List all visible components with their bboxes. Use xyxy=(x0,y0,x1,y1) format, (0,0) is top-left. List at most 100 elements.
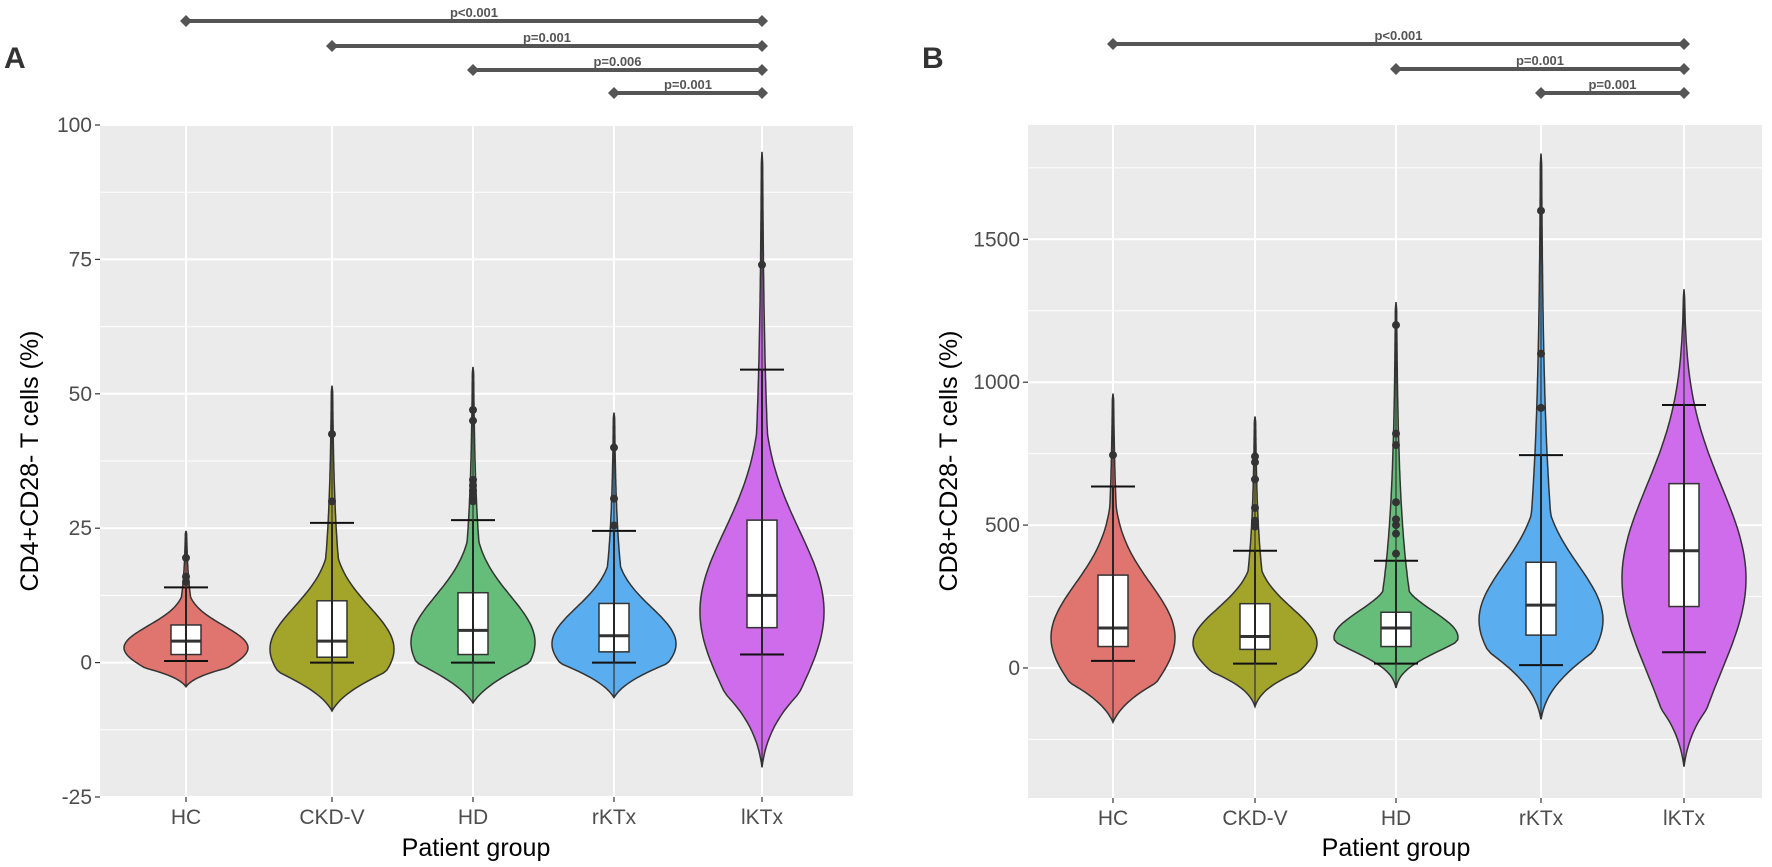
outlier-point xyxy=(610,443,618,452)
panel-label-a: A xyxy=(4,42,26,75)
outlier-point xyxy=(1392,515,1400,524)
diamond-endpoint xyxy=(1535,87,1547,99)
outlier-point xyxy=(469,416,477,425)
x-tick-label: lKTx xyxy=(741,806,784,829)
y-tick-label: -25 xyxy=(62,786,92,809)
outlier-point xyxy=(1392,549,1400,558)
outlier-point xyxy=(1251,516,1259,525)
outlier-point xyxy=(758,260,766,269)
outlier-point xyxy=(1392,441,1400,450)
violin-group-rktx xyxy=(551,412,677,699)
y-tick-label: 50 xyxy=(69,383,92,406)
x-axis-title-b: Patient group xyxy=(1322,834,1471,862)
outlier-point xyxy=(1251,458,1259,467)
outlier-point xyxy=(1537,349,1545,358)
outlier-point xyxy=(1251,503,1259,512)
p-value-label: p=0.001 xyxy=(664,77,712,92)
x-axis-title-a: Patient group xyxy=(402,834,551,862)
violin-group-hc xyxy=(123,530,249,689)
diamond-endpoint xyxy=(756,64,768,76)
significance-bar: p=0.001 xyxy=(608,77,768,99)
significance-bar: p=0.001 xyxy=(1535,77,1690,99)
diamond-endpoint xyxy=(1390,63,1402,75)
panel-a: A p<0.001 p=0.001 p=0.006 p=0.001 -25 0 25 50 7… xyxy=(4,5,853,862)
outlier-point xyxy=(1537,403,1545,412)
diamond-endpoint xyxy=(1678,38,1690,50)
p-value-label: p=0.006 xyxy=(593,54,641,69)
violins-b xyxy=(1050,153,1747,767)
outlier-point xyxy=(610,521,618,530)
diamond-endpoint xyxy=(756,15,768,27)
x-tick-label: HC xyxy=(171,806,201,829)
panel-b: B p<0.001 p=0.001 p=0.001 0 500 1000 1500 HC C… xyxy=(922,28,1762,862)
x-tick-label: CKD-V xyxy=(1222,807,1287,830)
outlier-point xyxy=(1109,451,1117,460)
outlier-point xyxy=(469,475,477,484)
significance-bar: p=0.001 xyxy=(1390,53,1690,75)
outlier-point xyxy=(1392,498,1400,507)
outlier-point xyxy=(182,572,190,581)
violin-group-hd xyxy=(410,366,536,705)
x-tick-label: rKTx xyxy=(592,806,637,829)
x-tick-label: HC xyxy=(1098,807,1128,830)
significance-bar: p=0.001 xyxy=(326,30,768,52)
y-axis-b: 0 500 1000 1500 xyxy=(973,228,1028,680)
diamond-endpoint xyxy=(756,40,768,52)
outlier-point xyxy=(328,497,336,506)
outlier-point xyxy=(1251,475,1259,484)
outlier-point xyxy=(1537,206,1545,215)
diamond-endpoint xyxy=(1107,38,1119,50)
outlier-point xyxy=(1392,429,1400,438)
p-value-label: p=0.001 xyxy=(523,30,571,45)
x-tick-label: HD xyxy=(458,806,488,829)
y-tick-label: 75 xyxy=(69,248,92,271)
diamond-endpoint xyxy=(1678,63,1690,75)
diamond-endpoint xyxy=(756,87,768,99)
violin-group-hd xyxy=(1333,302,1459,689)
outlier-point xyxy=(469,405,477,414)
violin-group-rktx xyxy=(1478,153,1604,720)
x-tick-label: CKD-V xyxy=(299,806,364,829)
violin-group-hc xyxy=(1050,393,1176,725)
y-axis-title-a: CD4+CD28- T cells (%) xyxy=(16,331,44,592)
violin-group-ckd-v xyxy=(269,385,395,713)
significance-bars-b: p<0.001 p=0.001 p=0.001 xyxy=(1107,28,1690,99)
y-tick-label: 0 xyxy=(80,652,92,675)
y-axis-title-b: CD8+CD28- T cells (%) xyxy=(935,331,963,592)
violin-group-lktx xyxy=(1621,289,1747,767)
outlier-point xyxy=(328,430,336,439)
diamond-endpoint xyxy=(1678,87,1690,99)
diamond-endpoint xyxy=(467,64,479,76)
y-tick-label: 1500 xyxy=(973,228,1020,251)
x-tick-label: HD xyxy=(1381,807,1411,830)
y-tick-label: 1000 xyxy=(973,371,1020,394)
y-tick-label: 500 xyxy=(985,514,1020,537)
p-value-label: p<0.001 xyxy=(450,5,498,20)
diamond-endpoint xyxy=(180,15,192,27)
violin-group-ckd-v xyxy=(1192,416,1318,709)
x-tick-label: lKTx xyxy=(1663,807,1706,830)
x-tick-label: rKTx xyxy=(1519,807,1564,830)
significance-bar: p=0.006 xyxy=(467,54,768,76)
y-tick-label: 0 xyxy=(1008,657,1020,680)
outlier-point xyxy=(1251,522,1259,531)
y-tick-label: 100 xyxy=(57,114,92,137)
p-value-label: p=0.001 xyxy=(1588,77,1636,92)
outlier-point xyxy=(1392,521,1400,530)
diamond-endpoint xyxy=(326,40,338,52)
diamond-endpoint xyxy=(608,87,620,99)
violins-a xyxy=(123,151,825,768)
significance-bars-a: p<0.001 p=0.001 p=0.006 p=0.001 xyxy=(180,5,768,99)
significance-bar: p<0.001 xyxy=(1107,28,1690,50)
x-axis-a: HC CKD-V HD rKTx lKTx xyxy=(171,797,784,829)
outlier-point xyxy=(1392,321,1400,330)
panel-label-b: B xyxy=(922,42,944,75)
outlier-point xyxy=(1392,529,1400,538)
x-axis-b: HC CKD-V HD rKTx lKTx xyxy=(1098,798,1706,830)
p-value-label: p=0.001 xyxy=(1516,53,1564,68)
outlier-point xyxy=(1251,452,1259,461)
outlier-point xyxy=(182,553,190,562)
p-value-label: p<0.001 xyxy=(1374,28,1422,43)
y-tick-label: 25 xyxy=(69,517,92,540)
